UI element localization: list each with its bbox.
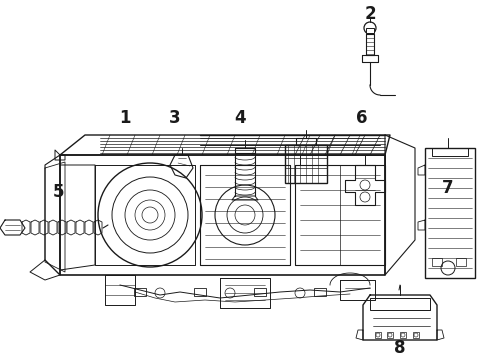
Text: 1: 1 bbox=[119, 109, 131, 127]
Text: 6: 6 bbox=[356, 109, 368, 127]
Text: 8: 8 bbox=[394, 339, 406, 357]
Text: 2: 2 bbox=[364, 5, 376, 23]
Bar bbox=[413, 332, 419, 338]
Text: 5: 5 bbox=[52, 183, 64, 201]
Bar bbox=[194, 288, 206, 296]
Bar bbox=[456, 258, 466, 266]
Text: 4: 4 bbox=[234, 109, 246, 127]
Bar bbox=[375, 332, 381, 338]
Bar bbox=[314, 288, 326, 296]
Text: 7: 7 bbox=[442, 179, 454, 197]
Bar bbox=[387, 332, 393, 338]
Bar bbox=[285, 145, 327, 183]
Bar bbox=[254, 288, 266, 296]
Text: 3: 3 bbox=[169, 109, 181, 127]
Bar bbox=[366, 28, 374, 33]
Bar bbox=[400, 332, 406, 338]
Bar bbox=[370, 298, 430, 310]
Bar bbox=[425, 148, 475, 278]
Bar bbox=[296, 138, 316, 145]
Bar bbox=[432, 258, 442, 266]
Bar bbox=[432, 148, 468, 156]
Bar bbox=[134, 288, 146, 296]
